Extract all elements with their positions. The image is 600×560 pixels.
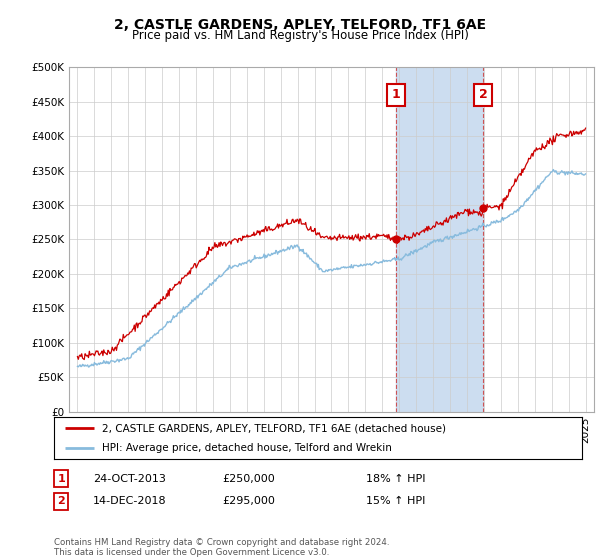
Text: 1: 1 xyxy=(392,88,401,101)
Text: 2: 2 xyxy=(479,88,488,101)
Text: Contains HM Land Registry data © Crown copyright and database right 2024.
This d: Contains HM Land Registry data © Crown c… xyxy=(54,538,389,557)
Text: HPI: Average price, detached house, Telford and Wrekin: HPI: Average price, detached house, Telf… xyxy=(101,444,391,453)
Text: 2, CASTLE GARDENS, APLEY, TELFORD, TF1 6AE: 2, CASTLE GARDENS, APLEY, TELFORD, TF1 6… xyxy=(114,18,486,32)
Text: 2: 2 xyxy=(58,496,65,506)
Text: £250,000: £250,000 xyxy=(222,474,275,484)
Text: 18% ↑ HPI: 18% ↑ HPI xyxy=(366,474,425,484)
Text: 15% ↑ HPI: 15% ↑ HPI xyxy=(366,496,425,506)
Text: 14-DEC-2018: 14-DEC-2018 xyxy=(93,496,167,506)
Text: 1: 1 xyxy=(58,474,65,484)
Text: Price paid vs. HM Land Registry's House Price Index (HPI): Price paid vs. HM Land Registry's House … xyxy=(131,29,469,42)
Text: £295,000: £295,000 xyxy=(222,496,275,506)
Text: 2, CASTLE GARDENS, APLEY, TELFORD, TF1 6AE (detached house): 2, CASTLE GARDENS, APLEY, TELFORD, TF1 6… xyxy=(101,423,446,433)
Bar xyxy=(396,67,483,412)
Text: 24-OCT-2013: 24-OCT-2013 xyxy=(93,474,166,484)
